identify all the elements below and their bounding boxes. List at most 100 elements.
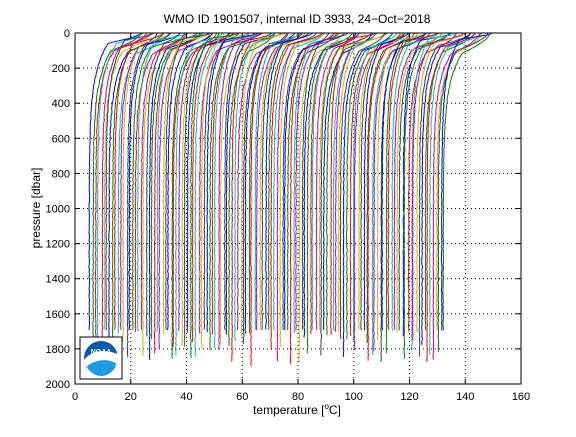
profile-line — [311, 32, 360, 331]
profile-line — [111, 32, 164, 344]
profile-line — [128, 32, 181, 331]
profile-line — [402, 32, 452, 337]
profile-line — [272, 32, 325, 331]
y-tick-label: 2000 — [46, 379, 70, 391]
profile-line — [342, 32, 393, 357]
profile-line — [259, 32, 306, 331]
x-tick-label: 120 — [400, 391, 418, 403]
profile-line — [418, 32, 471, 357]
x-tick-label: 20 — [125, 391, 137, 403]
profile-line — [158, 32, 211, 350]
profile-line — [209, 32, 260, 351]
profile-line — [240, 32, 287, 339]
profile-line — [153, 32, 203, 354]
profile-line — [219, 32, 269, 344]
profile-line — [178, 32, 231, 332]
profile-line — [231, 32, 282, 362]
profile-line — [407, 32, 457, 332]
profile-line — [320, 32, 372, 356]
profile-line — [108, 32, 158, 343]
profile-line — [165, 32, 211, 331]
profile-line — [391, 32, 440, 331]
profile-line — [385, 32, 438, 354]
profile-line — [203, 32, 256, 331]
profile-line — [396, 32, 443, 333]
profile-line — [332, 32, 377, 331]
profile-line — [298, 32, 344, 363]
profile-line — [117, 32, 169, 334]
profile-line — [171, 32, 218, 359]
profile-line — [373, 32, 427, 352]
profile-line — [426, 32, 476, 363]
y-tick-label: 1600 — [46, 309, 70, 321]
y-tick-label: 1400 — [46, 274, 70, 286]
profile-line — [119, 32, 172, 331]
x-tick-label: 160 — [512, 391, 530, 403]
profile-line — [211, 32, 261, 335]
profile-line — [96, 32, 144, 354]
profile-line — [315, 32, 361, 331]
profile-line — [148, 32, 201, 361]
profile-line — [122, 32, 172, 342]
profile-line — [218, 32, 263, 350]
profile-line — [437, 32, 489, 352]
profile-line — [236, 32, 289, 331]
logo-sea — [87, 360, 116, 376]
profile-line — [162, 32, 212, 335]
y-tick-label: 600 — [52, 133, 70, 145]
profile-line — [416, 32, 467, 333]
profile-line — [156, 32, 205, 333]
x-axis-label-degree: o — [324, 402, 329, 411]
profile-line — [330, 32, 377, 335]
profiles — [88, 32, 493, 367]
profile-line — [94, 32, 148, 345]
profile-line — [325, 32, 378, 336]
x-axis-label-start: temperature [ — [253, 403, 325, 417]
profile-line — [295, 32, 346, 331]
profile-line — [432, 32, 481, 360]
x-tick-label: 60 — [236, 391, 248, 403]
profile-line — [265, 32, 314, 330]
profile-line — [181, 32, 232, 346]
profile-line — [353, 32, 405, 351]
y-tick-label: 1200 — [46, 239, 70, 251]
profile-line — [381, 32, 427, 331]
x-axis-label: temperature [oC] — [253, 402, 341, 417]
x-tick-label: 140 — [456, 391, 474, 403]
profile-line — [334, 32, 388, 332]
y-tick-label: 200 — [52, 63, 70, 75]
profile-line — [360, 32, 406, 331]
profile-line — [345, 32, 394, 340]
profile-line — [267, 32, 317, 331]
x-tick-label: 80 — [292, 391, 304, 403]
logo-text: NOAA — [91, 349, 112, 356]
profile-line — [242, 32, 288, 345]
profile-line — [276, 32, 323, 362]
profile-line — [167, 32, 214, 331]
profile-line — [371, 32, 418, 356]
profile-line — [289, 32, 340, 365]
x-tick-label: 100 — [345, 391, 363, 403]
profile-line — [261, 32, 310, 331]
profile-line — [92, 32, 142, 361]
profile-line — [421, 32, 472, 345]
profile-line — [393, 32, 443, 330]
profile-line — [189, 32, 240, 358]
profile-line — [303, 32, 357, 338]
y-axis-label: pressure [dbar] — [29, 168, 43, 249]
profile-line — [183, 32, 230, 347]
profile-line — [310, 32, 360, 334]
profile-line — [337, 32, 386, 333]
profile-line — [191, 32, 240, 343]
profile-line — [318, 32, 366, 330]
profile-line — [358, 32, 404, 330]
profile-line — [270, 32, 323, 350]
profile-line — [376, 32, 427, 341]
noaa-logo: NOAA — [79, 336, 123, 380]
profile-line — [283, 32, 335, 331]
profile-line — [88, 32, 142, 331]
profile-line — [186, 32, 234, 333]
profile-line — [101, 32, 152, 340]
